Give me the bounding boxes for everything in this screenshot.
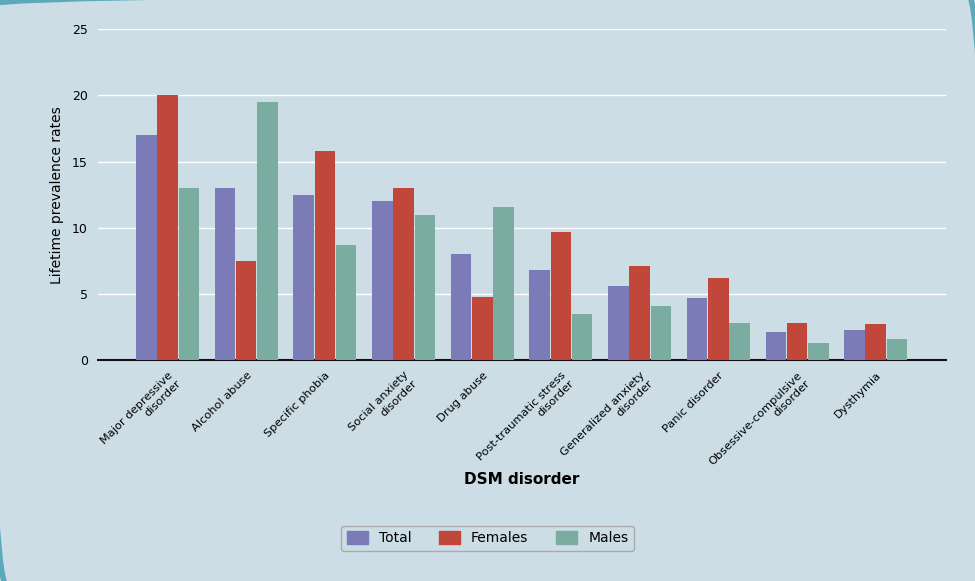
Bar — [293, 195, 314, 360]
Bar — [708, 278, 728, 360]
Text: DSM disorder: DSM disorder — [464, 472, 579, 487]
Bar — [529, 270, 550, 360]
Bar — [551, 232, 571, 360]
Bar — [236, 261, 256, 360]
Bar — [729, 323, 750, 360]
Bar — [650, 306, 671, 360]
Bar — [393, 188, 413, 360]
Bar — [414, 214, 435, 360]
Legend: Total, Females, Males: Total, Females, Males — [341, 526, 634, 551]
Bar — [886, 339, 907, 360]
Bar — [136, 135, 157, 360]
Bar — [372, 201, 393, 360]
Bar — [808, 343, 829, 360]
Y-axis label: Lifetime prevalence rates: Lifetime prevalence rates — [50, 106, 63, 284]
Bar — [178, 188, 199, 360]
Bar — [257, 102, 278, 360]
Bar — [844, 330, 865, 360]
Bar — [315, 151, 335, 360]
Bar — [336, 245, 357, 360]
Bar — [608, 286, 629, 360]
Bar — [572, 314, 593, 360]
Bar — [787, 323, 807, 360]
Bar — [765, 332, 786, 360]
Bar — [866, 324, 886, 360]
Bar — [472, 297, 492, 360]
Bar — [686, 298, 707, 360]
Bar — [630, 266, 650, 360]
Bar — [214, 188, 235, 360]
Bar — [450, 254, 471, 360]
Bar — [157, 95, 177, 360]
Bar — [493, 207, 514, 360]
